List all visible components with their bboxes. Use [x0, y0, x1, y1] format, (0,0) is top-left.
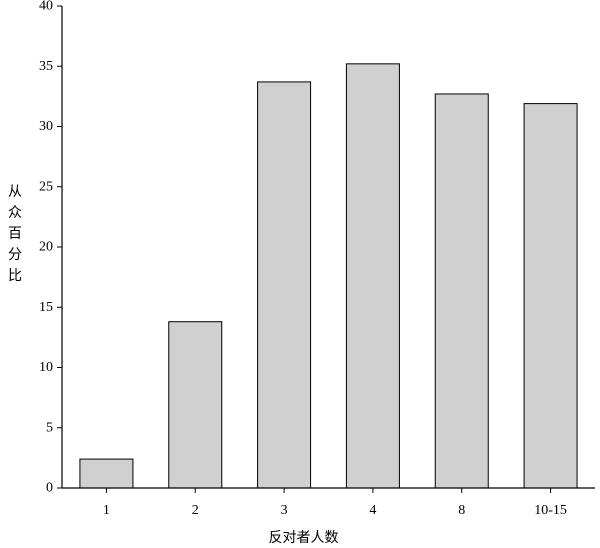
y-tick-label: 35	[39, 59, 53, 74]
y-tick-label: 5	[46, 420, 53, 435]
x-tick-label: 1	[103, 503, 110, 518]
y-axis-title-char: 分	[8, 247, 22, 263]
y-tick-label: 25	[39, 179, 53, 194]
x-tick-label: 4	[369, 503, 376, 518]
y-ticks-group: 0 5 10 15 20 25 30 35 40	[39, 0, 62, 496]
y-tick-label: 20	[39, 240, 53, 255]
y-tick-label: 15	[39, 300, 53, 315]
bars-group	[79, 63, 578, 489]
y-axis-title: 从众百分比	[8, 184, 22, 284]
axes-group	[61, 6, 595, 489]
y-axis-title-char: 从	[8, 184, 22, 200]
y-tick-label: 0	[46, 481, 53, 496]
x-tick-label: 2	[192, 503, 199, 518]
y-axis-title-char: 比	[8, 268, 22, 284]
y-tick-label: 40	[39, 0, 53, 14]
x-ticks-group: 1 2 3 4 8 10-15	[103, 488, 567, 518]
bar-2	[168, 321, 223, 489]
bar-10-15	[523, 103, 578, 489]
x-tick-label: 3	[281, 503, 288, 518]
x-axis-title: 反对者人数	[269, 530, 339, 546]
bar-1	[79, 458, 134, 489]
x-tick-label: 10-15	[534, 503, 567, 518]
y-axis-title-char: 百	[8, 226, 22, 242]
y-tick-label: 30	[39, 119, 53, 134]
x-tick-label: 8	[458, 503, 465, 518]
bar-8	[434, 93, 489, 489]
bar-4	[345, 63, 400, 489]
bar-3	[257, 81, 312, 489]
y-tick-label: 10	[39, 360, 53, 375]
y-axis-title-char: 众	[8, 205, 22, 221]
